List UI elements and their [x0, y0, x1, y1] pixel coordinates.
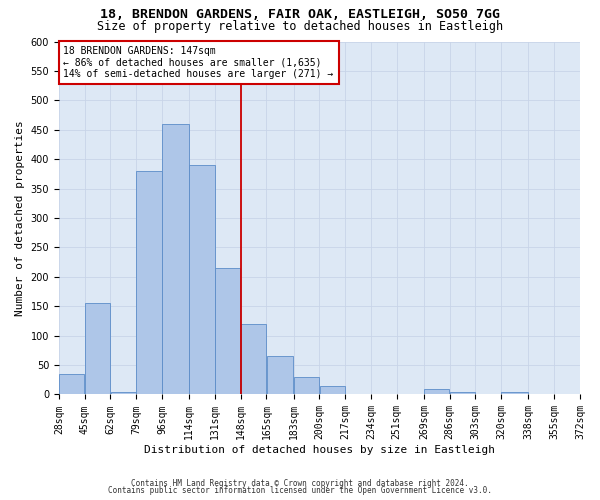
Bar [241, 324, 266, 394]
Text: 18 BRENDON GARDENS: 147sqm
← 86% of detached houses are smaller (1,635)
14% of s: 18 BRENDON GARDENS: 147sqm ← 86% of deta… [64, 46, 334, 79]
Bar [162, 124, 189, 394]
Text: 18, BRENDON GARDENS, FAIR OAK, EASTLEIGH, SO50 7GG: 18, BRENDON GARDENS, FAIR OAK, EASTLEIGH… [100, 8, 500, 20]
Bar [502, 392, 528, 394]
Bar [59, 374, 85, 394]
Bar [190, 165, 215, 394]
Text: Size of property relative to detached houses in Eastleigh: Size of property relative to detached ho… [97, 20, 503, 33]
Bar [110, 392, 136, 394]
Bar [85, 304, 110, 394]
Text: Contains HM Land Registry data © Crown copyright and database right 2024.: Contains HM Land Registry data © Crown c… [131, 478, 469, 488]
X-axis label: Distribution of detached houses by size in Eastleigh: Distribution of detached houses by size … [144, 445, 495, 455]
Bar [294, 377, 319, 394]
Bar [136, 171, 161, 394]
Y-axis label: Number of detached properties: Number of detached properties [15, 120, 25, 316]
Bar [424, 388, 449, 394]
Bar [266, 356, 293, 395]
Bar [450, 392, 475, 394]
Text: Contains public sector information licensed under the Open Government Licence v3: Contains public sector information licen… [108, 486, 492, 495]
Bar [215, 268, 241, 394]
Bar [320, 386, 345, 394]
